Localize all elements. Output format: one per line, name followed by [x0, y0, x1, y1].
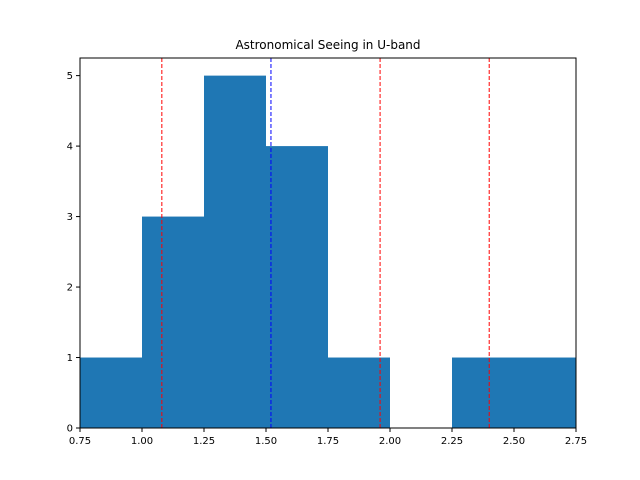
histogram-bar-6: [452, 357, 514, 428]
x-tick-label-0: 0.75: [69, 436, 91, 447]
x-tick-label-4: 1.75: [317, 436, 339, 447]
x-tick-label-5: 2.00: [379, 436, 401, 447]
x-tick-label-6: 2.25: [441, 436, 463, 447]
histogram-bar-1: [142, 216, 204, 428]
histogram-bar-0: [80, 357, 142, 428]
x-tick-label-7: 2.50: [503, 436, 525, 447]
x-tick-label-8: 2.75: [565, 436, 587, 447]
chart-title: Astronomical Seeing in U-band: [235, 38, 420, 52]
y-tick-label-3: 3: [67, 212, 73, 223]
y-tick-label-5: 5: [67, 71, 73, 82]
histogram-bar-2: [204, 75, 266, 428]
reference-lines-layer: [161, 58, 490, 428]
bars-layer: [80, 75, 576, 428]
histogram-bar-3: [266, 146, 328, 428]
histogram-bar-7: [514, 357, 576, 428]
x-tick-label-3: 1.50: [255, 436, 277, 447]
y-tick-label-1: 1: [67, 353, 73, 364]
x-tick-label-1: 1.00: [131, 436, 153, 447]
histogram-bar-4: [328, 357, 390, 428]
y-tick-label-2: 2: [67, 283, 73, 294]
y-axis: 0 1 2 3 4 5: [67, 71, 80, 435]
y-tick-label-0: 0: [67, 424, 73, 435]
x-tick-label-2: 1.25: [193, 436, 215, 447]
y-tick-label-4: 4: [67, 142, 73, 153]
x-axis: 0.75 1.00 1.25 1.50 1.75 2.00 2.25 2.50 2.75: [69, 428, 587, 447]
